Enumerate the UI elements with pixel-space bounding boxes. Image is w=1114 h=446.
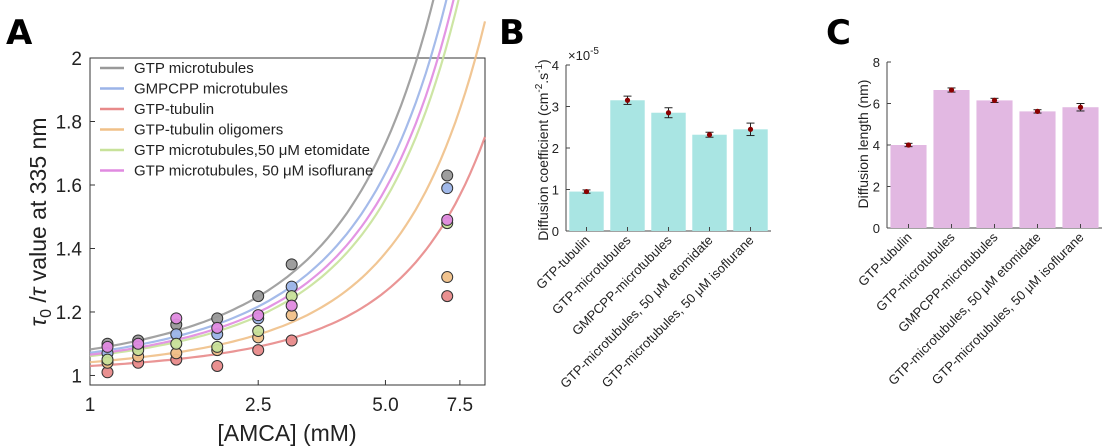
chart-a-fit-curve-0 <box>89 0 435 351</box>
chart-a-point-s5-2 <box>170 312 183 325</box>
chart-a-y-tick-label: 1.6 <box>56 176 82 197</box>
chart-a-point-s4-0 <box>101 353 114 366</box>
chart-b-x-tick-label: GTP-microtubules, 50 μM etomidate <box>557 233 715 391</box>
chart-a-x-tick-label: 5.0 <box>372 395 398 416</box>
chart-a-point-s5-6 <box>441 213 454 226</box>
panel-label-b: B <box>499 13 525 53</box>
chart-a-point-s5-0 <box>101 340 114 353</box>
legend-label-3: GTP-tubulin oligomers <box>134 122 283 139</box>
chart-c-y-tick-label: 4 <box>873 138 880 153</box>
chart-c-mean-marker-3 <box>1034 108 1041 114</box>
chart-b-mean-marker-4 <box>747 126 754 132</box>
chart-c: 0 2 4 6 8 GTP-tubulinGTP-microtubulesGMPCPP-… <box>855 55 1102 388</box>
chart-a-point-s0-4 <box>252 290 265 303</box>
chart-a-x-tick-label: 1 <box>85 395 96 416</box>
chart-b-bar-4 <box>733 129 768 231</box>
panel-label-c: C <box>826 13 851 53</box>
chart-b-y-tick-label: 0 <box>552 224 559 239</box>
chart-c-x-tick-label: GTP-microtubules, 50 μM isoflurane <box>929 230 1087 388</box>
chart-a-point-s3-6 <box>441 271 454 284</box>
chart-c-mean-marker-4 <box>1077 104 1084 110</box>
chart-a-y-tick-label: 1.4 <box>56 239 83 260</box>
legend-label-5: GTP microtubules, 50 μM isoflurane <box>134 163 373 180</box>
chart-c-x-tick-label: GTP-microtubules <box>873 229 958 314</box>
chart-a-y-ticks: 1 1.2 1.4 1.6 1.8 2 <box>56 49 95 387</box>
chart-a-legend: GTP microtubules GMPCPP microtubules GTP-t… <box>100 60 373 180</box>
chart-b-y-axis-title: Diffusion coefficient (cm-2.s-1) <box>534 59 551 240</box>
chart-b-bar-1 <box>610 100 645 232</box>
chart-b-bar-3 <box>692 134 727 231</box>
chart-a-x-axis-title: [AMCA] (mM) <box>217 420 356 446</box>
chart-c-x-tick-labels: GTP-tubulinGTP-microtubulesGMPCPP-microt… <box>855 224 1087 388</box>
chart-a-y-tick-label: 1 <box>71 366 82 387</box>
chart-c-y-axis-title: Diffusion length (nm) <box>855 80 871 209</box>
legend-label-4: GTP microtubules,50 μM etomidate <box>134 142 370 159</box>
chart-c-y-tick-label: 6 <box>873 97 880 112</box>
chart-a-point-s5-1 <box>132 337 145 350</box>
panel-label-a: A <box>6 13 33 53</box>
chart-a-point-s0-5 <box>285 258 298 271</box>
chart-c-bar-4 <box>1062 107 1099 228</box>
chart-a-x-tick-label: 2.5 <box>245 395 271 416</box>
chart-a-point-s2-6 <box>441 290 454 303</box>
chart-c-bar-1 <box>933 90 970 228</box>
chart-c-mean-marker-0 <box>905 142 912 148</box>
chart-c-bar-3 <box>1019 111 1056 228</box>
chart-b-bar-0 <box>569 191 604 231</box>
chart-b-bar-2 <box>651 112 686 231</box>
chart-a-y-tick-label: 1.8 <box>56 112 82 133</box>
chart-a-fit-curve-4 <box>89 0 460 358</box>
chart-b-x-tick-label: GTP-microtubules, 50 μM isoflurane <box>599 233 757 391</box>
chart-a-y-axis-title: τ0 /τ value at 335 nm <box>25 118 55 327</box>
chart-b-mean-marker-2 <box>665 110 672 116</box>
chart-a-x-tick-label: 7.5 <box>447 395 473 416</box>
chart-b-y-tick-label: 3 <box>552 100 559 115</box>
chart-a-point-s2-5 <box>285 334 298 347</box>
chart-c-bars <box>890 87 1099 228</box>
chart-a-point-s1-6 <box>441 182 454 195</box>
chart-a-point-s4-4 <box>252 325 265 338</box>
chart-c-y-tick-label: 8 <box>873 55 880 70</box>
chart-a-point-s2-4 <box>252 344 265 357</box>
chart-c-bar-0 <box>890 145 927 228</box>
chart-a-y-tick-label: 2 <box>71 49 82 70</box>
chart-a-point-s4-3 <box>211 340 224 353</box>
chart-a-y-tick-label: 1.2 <box>56 303 82 324</box>
chart-b-mean-marker-3 <box>706 132 713 138</box>
chart-a-point-s4-2 <box>170 337 183 350</box>
chart-a: 1 2.5 5.0 7.5 1 1.2 1.4 1.6 1.8 2 [AMCA] (mM) τ0… <box>25 0 487 446</box>
chart-b-mean-marker-1 <box>624 97 631 103</box>
chart-b-y-tick-label: 4 <box>552 58 559 73</box>
legend-label-0: GTP microtubules <box>134 60 254 77</box>
chart-b-y-tick-label: 2 <box>552 141 559 156</box>
chart-c-mean-marker-2 <box>991 97 998 103</box>
chart-a-point-s5-5 <box>285 299 298 312</box>
chart-b: 0 1 2 3 4 GTP-tubulinGTP-microtubulesGMPCPP-… <box>533 46 771 391</box>
chart-a-points <box>101 169 454 379</box>
chart-a-point-s5-3 <box>211 321 224 334</box>
chart-b-exponent: ×10-5 <box>568 46 599 63</box>
chart-a-x-ticks: 1 2.5 5.0 7.5 <box>85 380 473 416</box>
chart-c-x-tick-label: GTP-microtubules, 50 μM etomidate <box>885 230 1043 388</box>
legend-label-2: GTP-tubulin <box>134 101 214 118</box>
chart-c-y-tick-label: 0 <box>873 221 880 236</box>
chart-a-point-s0-6 <box>441 169 454 182</box>
chart-c-y-tick-label: 2 <box>873 180 880 195</box>
legend-label-1: GMPCPP microtubules <box>134 81 288 98</box>
chart-a-point-s5-4 <box>252 309 265 322</box>
chart-b-x-tick-labels: GTP-tubulinGTP-microtubulesGMPCPP-microt… <box>533 227 757 391</box>
chart-a-point-s2-3 <box>211 359 224 372</box>
chart-c-mean-marker-1 <box>948 87 955 93</box>
chart-b-y-tick-label: 1 <box>552 183 559 198</box>
chart-c-bar-2 <box>976 100 1013 228</box>
chart-b-bars <box>569 95 768 232</box>
chart-a-frame <box>89 57 486 386</box>
chart-b-mean-marker-0 <box>583 188 590 195</box>
chart-a-fit-curve-3 <box>89 21 487 364</box>
